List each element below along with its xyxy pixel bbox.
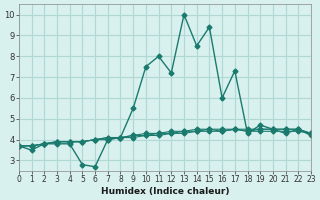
X-axis label: Humidex (Indice chaleur): Humidex (Indice chaleur) (101, 187, 229, 196)
